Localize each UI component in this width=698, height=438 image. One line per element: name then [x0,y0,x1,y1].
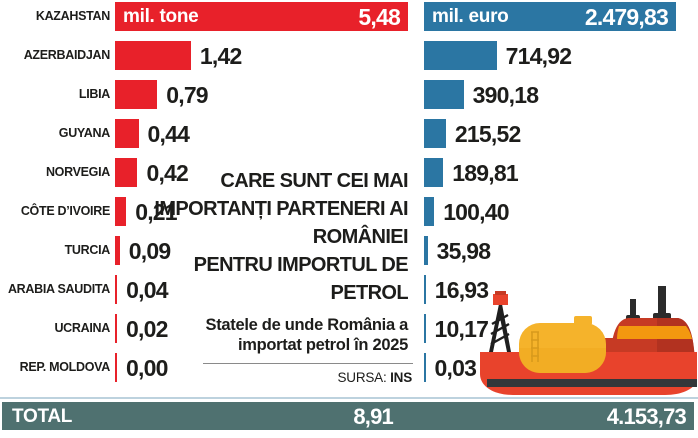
tone-bar [115,41,191,70]
derrick-icon [489,291,511,352]
country-label: GUYANA [58,126,111,140]
total-row: TOTAL 8,91 4.153,73 [2,402,694,430]
chart-title-line: CARE SUNT CEI MAI [220,170,408,192]
tone-bar: mil. tone 5,48 [115,2,408,31]
euro-bar [424,119,446,148]
total-label: TOTAL [12,406,73,427]
bar-row: LIBIA 0,79 390,18 [0,80,698,109]
bar-row: ARABIA SAUDITA 0,04 16,93 [0,275,698,304]
tone-value: 0,00 [126,355,168,381]
bar-row: NORVEGIA 0,42 189,81 [0,158,698,187]
bar-row: KAZAHSTAN mil. tone 5,48 mil. euro 2.479,83 [0,2,698,31]
country-label: CÔTE D’IVOIRE [20,204,110,218]
euro-bar [424,41,497,70]
chart-title-line: PETROL [330,282,408,304]
tone-value: 0,42 [146,160,189,186]
tone-bar [115,275,118,304]
tone-bar [115,236,120,265]
country-label: LIBIA [78,87,110,101]
bar-row: GUYANA 0,44 215,52 [0,119,698,148]
euro-value: 10,17 [434,316,489,342]
euro-series-label: mil. euro [432,6,509,27]
tone-bar [115,353,117,382]
euro-bar [424,275,426,304]
chart-subtitle: Statele de unde România a importat petrol… [150,315,409,355]
chart-subtitle-line: Statele de unde România a [205,316,409,334]
bar-row: REP. MOLDOVA 0,00 0,03 [0,353,698,382]
chart-title-line: ROMÂNIEI [312,226,409,248]
euro-bar [424,314,426,343]
source-label: SURSA: [337,370,391,385]
source-note: SURSA: INS [150,369,412,387]
euro-value: 100,40 [443,199,509,225]
country-label: UCRAINA [54,321,110,335]
euro-value: 189,81 [452,160,518,186]
chart-title-line: IMPORTANȚI PARTENERI AI [154,198,408,220]
country-label: AZERBAIDJAN [23,48,111,62]
euro-bar [424,236,428,265]
euro-value: 390,18 [472,82,539,108]
tone-series-label: mil. tone [123,6,199,27]
country-label: TURCIA [64,243,111,257]
euro-bar [424,158,444,187]
chart-title: CARE SUNT CEI MAI IMPORTANȚI PARTENERI AI… [150,167,408,307]
country-label: REP. MOLDOVA [19,360,111,374]
euro-bar [424,197,435,226]
total-tone-value: 8,91 [353,404,393,429]
country-label: NORVEGIA [45,165,110,179]
euro-value: 35,98 [436,238,491,264]
country-label: KAZAHSTAN [35,9,110,23]
bar-row: CÔTE D’IVOIRE 0,21 100,40 [0,197,698,226]
euro-bar: mil. euro 2.479,83 [424,2,676,31]
tone-value: 0,79 [166,82,208,108]
source-divider [203,363,413,364]
tone-value: 0,04 [126,277,168,303]
bar-row: UCRAINA 0,02 10,17 [0,314,698,343]
tone-value: 5,48 [358,4,400,30]
tone-value: 1,42 [199,43,242,69]
tone-value: 0,09 [128,238,171,264]
euro-value: 16,93 [434,277,489,303]
tone-bar [115,119,139,148]
total-separator-line [0,397,698,399]
bar-row: TURCIA 0,09 35,98 [0,236,698,265]
euro-value: 215,52 [454,121,521,147]
tone-bar [115,197,127,226]
tone-value: 0,44 [147,121,190,147]
bar-row: AZERBAIDJAN 1,42 714,92 [0,41,698,70]
euro-bar [424,80,464,109]
euro-value: 0,03 [434,355,477,381]
total-euro-value: 4.153,73 [606,404,687,429]
tone-bar [115,314,117,343]
euro-value: 714,92 [505,43,572,69]
oil-tanker-ship-icon [480,286,697,395]
tone-value: 0,02 [126,316,168,342]
euro-value: 2.479,83 [584,4,669,30]
euro-bar [424,353,426,382]
tone-value: 0,21 [135,199,177,225]
tone-bar [115,158,138,187]
tone-bar [115,80,158,109]
chart-subtitle-line: importat petrol în 2025 [237,336,408,354]
chart-title-line: PENTRU IMPORTUL DE [193,254,409,276]
source-value: INS [390,370,412,385]
country-label: ARABIA SAUDITA [7,282,110,296]
